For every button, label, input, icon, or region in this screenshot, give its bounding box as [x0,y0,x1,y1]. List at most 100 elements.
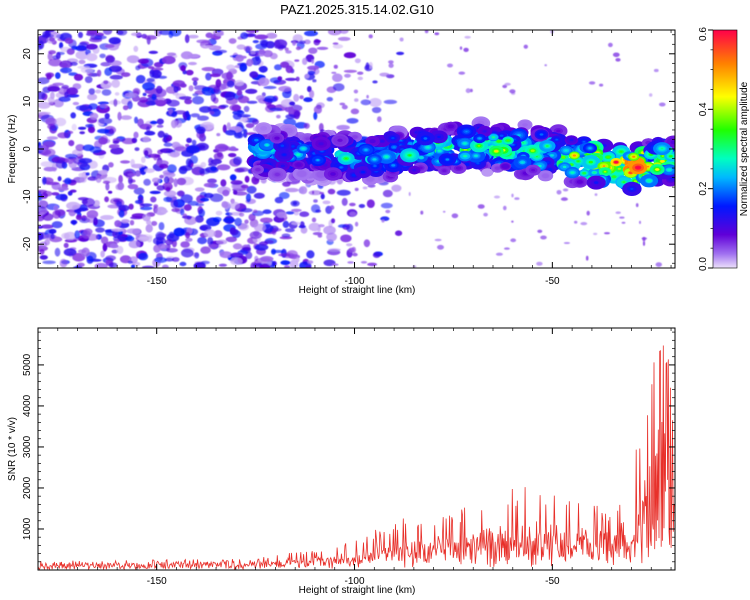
noise-blob [75,105,90,111]
noise-speck [412,265,417,268]
noise-blob [299,186,308,195]
noise-blob [230,252,244,258]
noise-blob [38,189,48,194]
signal-blob [466,149,486,163]
noise-blob [215,210,223,216]
signal-blob [564,135,579,146]
noise-blob [239,212,245,217]
signal-blob [311,136,331,151]
noise-blob [142,82,156,91]
noise-blob [379,72,390,77]
noise-blob [239,63,248,72]
noise-blob [149,120,158,125]
noise-blob [200,246,211,254]
noise-blob [77,262,85,267]
signal-blob [251,165,264,175]
noise-blob [116,200,123,207]
noise-blob [38,40,45,50]
noise-blob [274,64,282,71]
noise-blob [246,58,254,67]
noise-blob [209,110,215,115]
noise-speck [465,88,471,94]
noise-speck [458,71,466,75]
noise-blob [117,182,125,191]
noise-blob [360,99,371,106]
noise-blob [131,264,136,268]
noise-speck [593,232,598,236]
noise-blob [97,101,110,105]
noise-blob [142,213,151,222]
noise-blob [291,221,301,225]
noise-blob [143,35,157,40]
noise-blob [215,79,222,88]
noise-blob [166,52,177,56]
noise-speck [420,210,424,215]
snr-x-tick-label: -100 [345,576,365,587]
noise-blob [258,77,270,87]
noise-blob [311,204,321,213]
noise-blob [113,199,120,203]
colorbar-gradient [713,30,737,268]
noise-speck [464,35,471,39]
noise-speck [540,235,547,240]
noise-blob [234,191,248,196]
noise-speck [346,243,353,247]
noise-blob [244,175,250,183]
noise-blob [48,228,57,234]
noise-blob [63,231,77,241]
noise-blob [226,80,235,88]
noise-blob [113,98,118,107]
noise-blob [308,47,318,54]
signal-blob [489,145,504,157]
noise-blob [274,196,284,204]
noise-speck [434,238,442,242]
noise-blob [108,162,114,168]
noise-blob [163,133,169,138]
signal-blob [598,167,612,177]
signal-blob [456,124,477,139]
noise-blob [214,49,227,54]
noise-speck [493,195,501,199]
noise-blob [38,200,49,209]
noise-blob [302,57,308,65]
noise-blob [254,223,266,232]
noise-speck [537,229,543,233]
noise-blob [85,172,90,176]
noise-blob [231,104,242,112]
noise-blob [246,185,257,194]
noise-blob [366,199,375,208]
noise-blob [118,204,130,212]
noise-blob [183,204,192,211]
noise-blob [171,257,180,262]
noise-blob [71,220,77,226]
noise-blob [138,236,150,242]
noise-blob [269,52,278,60]
noise-blob [71,45,78,51]
snr-x-tick-label: -50 [545,576,560,587]
noise-blob [156,185,165,191]
noise-blob [245,193,252,203]
noise-blob [108,262,118,268]
noise-blob [380,202,393,209]
noise-blob [188,61,197,66]
noise-blob [169,151,180,158]
noise-blob [212,216,222,223]
noise-blob [213,86,220,94]
noise-blob [216,239,228,245]
heatmap-y-tick-label: 0 [22,146,33,152]
noise-blob [185,145,200,154]
noise-blob [55,72,61,79]
noise-blob [40,192,48,199]
noise-blob [382,189,393,198]
noise-blob [122,105,129,111]
noise-blob [149,190,161,195]
noise-blob [127,173,137,177]
noise-blob [307,65,320,71]
noise-blob [88,88,96,95]
noise-blob [80,67,94,74]
noise-blob [200,45,214,49]
noise-blob [191,139,197,146]
noise-blob [117,111,122,121]
noise-blob [162,264,169,268]
signal-blob [357,143,375,157]
